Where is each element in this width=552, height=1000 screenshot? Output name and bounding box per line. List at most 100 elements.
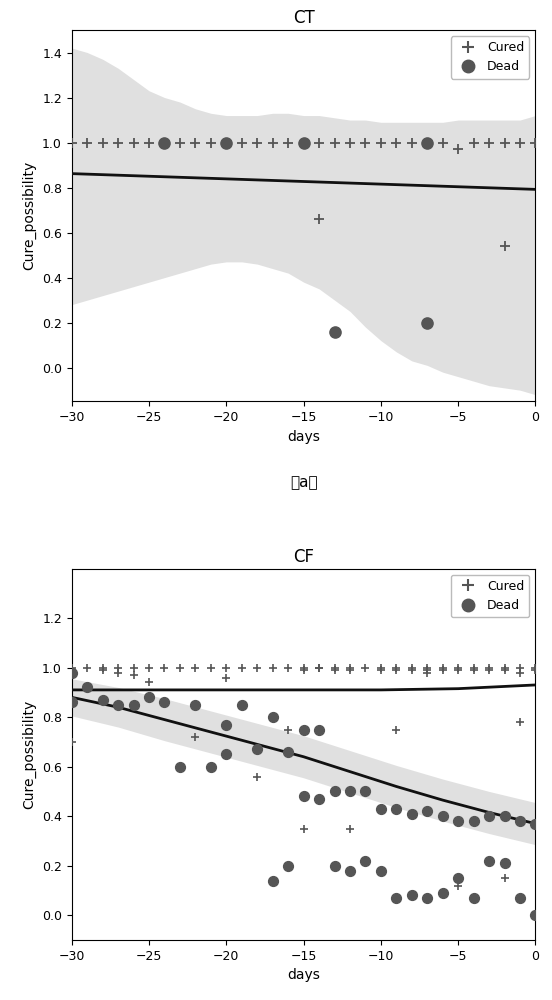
Point xyxy=(315,211,323,227)
Point xyxy=(237,135,246,151)
Point xyxy=(299,135,308,151)
Point xyxy=(531,816,540,832)
Point xyxy=(438,808,447,824)
Point xyxy=(330,660,339,676)
Point xyxy=(176,759,184,775)
Point xyxy=(531,660,540,676)
Point xyxy=(160,135,169,151)
Point xyxy=(253,135,262,151)
Point xyxy=(114,665,123,681)
Point xyxy=(67,665,76,681)
Point xyxy=(299,135,308,151)
Point xyxy=(376,863,385,879)
Point xyxy=(330,662,339,678)
Point xyxy=(315,660,323,676)
Point xyxy=(268,660,277,676)
X-axis label: days: days xyxy=(287,430,320,444)
Point xyxy=(346,662,354,678)
Y-axis label: Cure_possibility: Cure_possibility xyxy=(22,161,36,270)
Point xyxy=(516,660,524,676)
Point xyxy=(330,135,339,151)
Point xyxy=(516,813,524,829)
Point xyxy=(485,135,493,151)
Point xyxy=(83,660,92,676)
Point xyxy=(516,135,524,151)
Point xyxy=(284,858,293,874)
Point xyxy=(346,135,354,151)
Point xyxy=(237,660,246,676)
Point xyxy=(67,734,76,750)
Point xyxy=(299,660,308,676)
Title: CF: CF xyxy=(293,548,314,566)
Point xyxy=(392,135,401,151)
Point xyxy=(299,821,308,837)
Point xyxy=(392,722,401,738)
Point xyxy=(330,324,339,340)
Point xyxy=(407,662,416,678)
Point xyxy=(392,662,401,678)
Point xyxy=(114,697,123,713)
Point xyxy=(423,135,432,151)
Point xyxy=(361,135,370,151)
Point xyxy=(98,660,107,676)
Point xyxy=(392,660,401,676)
Point xyxy=(500,238,509,254)
Point xyxy=(485,853,493,869)
Point xyxy=(67,135,76,151)
Point xyxy=(500,870,509,886)
Point xyxy=(315,791,323,807)
Point xyxy=(438,660,447,676)
Point xyxy=(191,135,200,151)
Point xyxy=(191,729,200,745)
Point xyxy=(376,135,385,151)
Point xyxy=(330,783,339,799)
Legend: Cured, Dead: Cured, Dead xyxy=(450,575,529,617)
Point xyxy=(253,741,262,757)
Point xyxy=(454,141,463,157)
Point xyxy=(438,885,447,901)
Point xyxy=(500,808,509,824)
Point xyxy=(284,744,293,760)
Y-axis label: Cure_possibility: Cure_possibility xyxy=(22,700,36,809)
Point xyxy=(423,660,432,676)
Point xyxy=(191,697,200,713)
Point xyxy=(346,821,354,837)
Point xyxy=(346,863,354,879)
Point xyxy=(299,788,308,804)
Text: （a）: （a） xyxy=(290,476,317,491)
Point xyxy=(407,135,416,151)
Point xyxy=(454,662,463,678)
Point xyxy=(129,697,138,713)
Point xyxy=(500,855,509,871)
X-axis label: days: days xyxy=(287,968,320,982)
Point xyxy=(315,660,323,676)
Point xyxy=(438,662,447,678)
Title: CT: CT xyxy=(293,9,315,27)
Point xyxy=(206,759,215,775)
Point xyxy=(98,692,107,708)
Point xyxy=(454,878,463,894)
Point xyxy=(438,135,447,151)
Point xyxy=(315,135,323,151)
Point xyxy=(454,813,463,829)
Point xyxy=(98,662,107,678)
Point xyxy=(361,660,370,676)
Point xyxy=(469,662,478,678)
Point xyxy=(361,853,370,869)
Point xyxy=(98,135,107,151)
Point xyxy=(485,660,493,676)
Point xyxy=(114,660,123,676)
Legend: Cured, Dead: Cured, Dead xyxy=(450,36,529,79)
Point xyxy=(423,803,432,819)
Point xyxy=(376,662,385,678)
Point xyxy=(392,801,401,817)
Point xyxy=(206,135,215,151)
Point xyxy=(423,890,432,906)
Point xyxy=(145,674,153,690)
Point xyxy=(160,660,169,676)
Point xyxy=(376,660,385,676)
Point xyxy=(284,135,293,151)
Point xyxy=(222,660,231,676)
Point xyxy=(222,717,231,733)
Point xyxy=(176,135,184,151)
